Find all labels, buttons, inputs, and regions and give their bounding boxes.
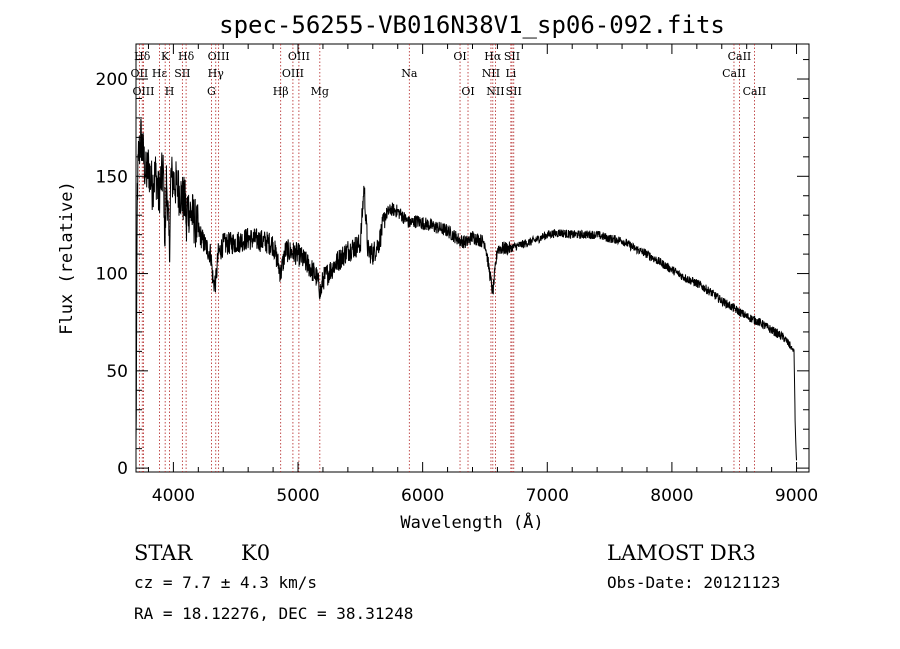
line-label: OIII: [288, 50, 310, 63]
line-label: Hε: [152, 67, 168, 80]
spectrum-line: [135, 118, 797, 461]
y-tick-label: 50: [106, 362, 128, 382]
axis-tick-labels: 4000 5000 6000 7000 8000 9000 0 50 100 150 200: [96, 70, 819, 506]
line-label: OII: [131, 67, 149, 80]
line-label: OIII: [132, 85, 154, 98]
line-label: OIII: [282, 67, 304, 80]
line-label: CaII: [728, 50, 752, 63]
line-label: NII: [482, 67, 500, 80]
line-label: Hα: [484, 50, 502, 63]
x-tick-label: 7000: [526, 486, 569, 506]
coordinates-text: RA = 18.12276, DEC = 38.31248: [134, 604, 413, 623]
line-label: Na: [401, 67, 418, 80]
line-label: OI: [461, 85, 474, 98]
chart-title: spec-56255-VB016N38V1_sp06-092.fits: [219, 11, 725, 39]
line-label: Hγ: [208, 67, 225, 80]
plot-frame: [135, 43, 810, 473]
observation-date: Obs-Date: 20121123: [607, 573, 780, 592]
line-label: G: [207, 85, 216, 98]
line-label: OI: [453, 50, 466, 63]
survey-name: LAMOST DR3: [607, 541, 756, 565]
line-label: Mg: [311, 85, 329, 98]
line-label: OIII: [208, 50, 230, 63]
line-label: SII: [174, 67, 190, 80]
y-tick-label: 0: [117, 459, 128, 479]
line-labels: Hδ OII OIII K Hε H Hδ SII OIII Hγ G Hβ OIII OIII Mg Na O…: [131, 50, 767, 98]
line-label: SII: [504, 50, 520, 63]
y-tick-label: 200: [96, 70, 128, 90]
object-class: STAR: [134, 541, 193, 565]
line-label: CaII: [743, 85, 767, 98]
line-label: K: [161, 50, 170, 63]
object-subclass: K0: [241, 541, 270, 565]
axis-ticks: [136, 44, 809, 472]
x-tick-label: 8000: [650, 486, 693, 506]
line-markers: [138, 44, 755, 472]
line-label: Hδ: [178, 50, 195, 63]
line-label: Li: [505, 67, 516, 80]
x-tick-label: 5000: [276, 486, 319, 506]
line-label: NII: [486, 85, 504, 98]
redshift-text: cz = 7.7 ± 4.3 km/s: [134, 573, 317, 592]
line-label: SII: [506, 85, 522, 98]
y-tick-label: 100: [96, 265, 128, 285]
y-tick-label: 150: [96, 167, 128, 187]
x-tick-label: 6000: [401, 486, 444, 506]
x-tick-label: 9000: [775, 486, 818, 506]
line-label: Hβ: [273, 85, 289, 98]
line-label: CaII: [722, 67, 746, 80]
line-label: H: [165, 85, 175, 98]
x-axis-label: Wavelength (Å): [400, 511, 543, 533]
line-label: Hδ: [134, 50, 151, 63]
y-axis-label: Flux (relative): [57, 181, 77, 335]
x-tick-label: 4000: [152, 486, 195, 506]
